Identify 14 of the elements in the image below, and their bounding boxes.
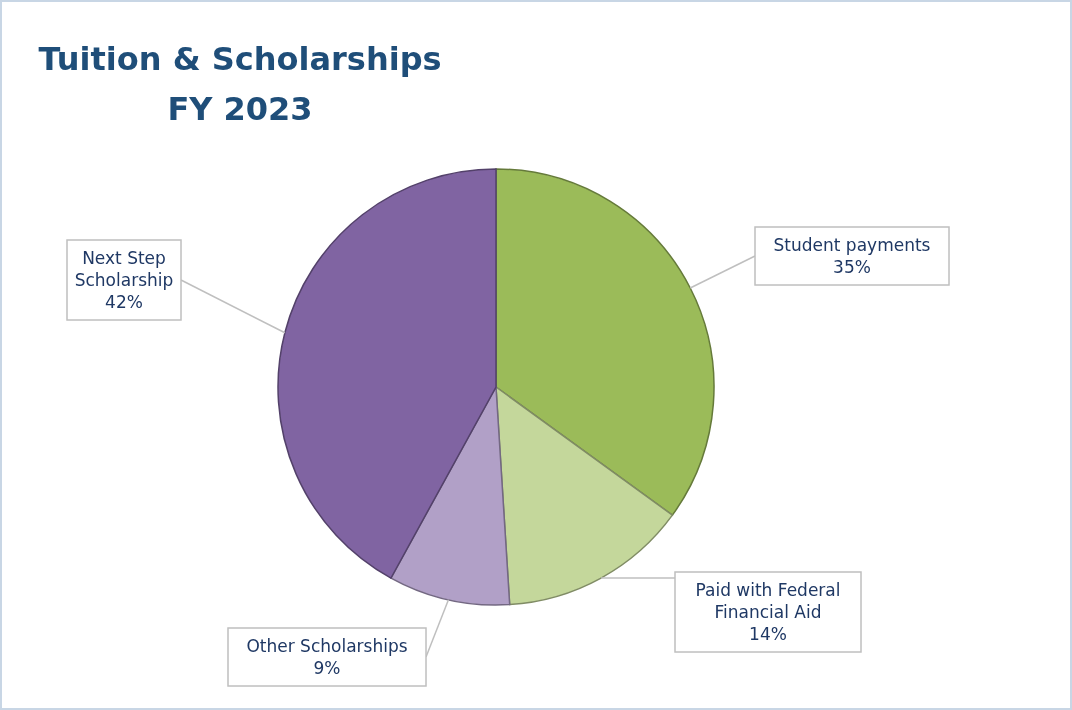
pie-slice: [277, 168, 497, 579]
slice-label: Paid with Federal Financial Aid: [695, 579, 841, 622]
pie-slice: [495, 168, 715, 516]
chart-title: Tuition & Scholarships: [38, 40, 442, 78]
data-label: 35%: [833, 256, 871, 277]
pie-slice: [495, 386, 674, 606]
data-label: 9%: [313, 657, 341, 678]
slice-label: Student payments: [773, 234, 931, 255]
slice-label: Next Step Scholarship: [74, 247, 174, 290]
data-label: 14%: [749, 623, 787, 644]
pie-slice: [390, 386, 511, 606]
slice-label: Other Scholarships: [246, 635, 408, 656]
chart-subtitle: FY 2023: [167, 90, 313, 128]
data-label: 42%: [105, 291, 143, 312]
